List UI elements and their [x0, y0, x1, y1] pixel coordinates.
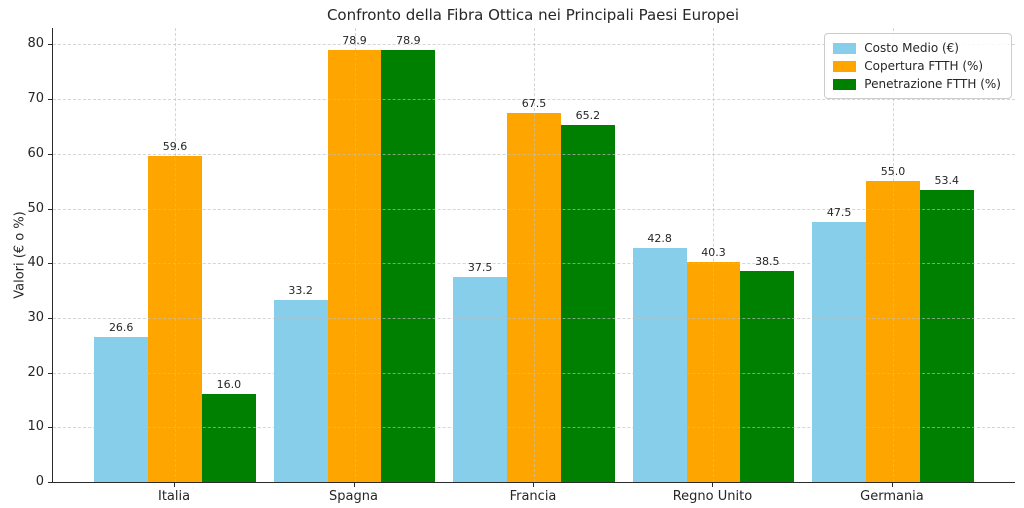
bar-value-label: 16.0: [216, 378, 242, 392]
bar: [94, 336, 149, 482]
y-tick-mark: [48, 427, 52, 429]
bar-value-label: 37.5: [467, 260, 493, 274]
y-tick-mark: [48, 372, 52, 374]
bar: [453, 276, 508, 482]
y-tick-label: 50: [27, 200, 44, 216]
x-tick-mark: [174, 483, 176, 487]
y-gridline: [53, 153, 1015, 155]
bar: [919, 189, 974, 482]
y-tick-label: 60: [27, 145, 44, 161]
x-tick-mark: [353, 483, 355, 487]
chart-title: Confronto della Fibra Ottica nei Princip…: [326, 6, 740, 24]
y-tick-mark: [48, 208, 52, 210]
bar: [560, 125, 615, 482]
bar: [866, 181, 920, 482]
bar: [327, 50, 382, 482]
y-tick-mark: [48, 99, 52, 101]
y-tick-label: 70: [27, 91, 44, 107]
legend-label: Copertura FTTH (%): [864, 59, 984, 73]
bar-value-label: 55.0: [880, 165, 906, 179]
legend-label: Costo Medio (€): [864, 41, 959, 55]
y-gridline: [53, 208, 1015, 210]
x-tick-mark: [712, 483, 714, 487]
y-tick-mark: [48, 44, 52, 46]
bar-value-label: 53.4: [934, 173, 960, 187]
x-gridline: [713, 28, 715, 482]
y-tick-mark: [48, 153, 52, 155]
bar: [686, 261, 741, 482]
y-gridline: [53, 99, 1015, 101]
legend-item: Costo Medio (€): [833, 41, 1001, 55]
legend: Costo Medio (€) Copertura FTTH (%) Penetra…: [824, 33, 1012, 99]
x-tick-label: Spagna: [329, 489, 378, 504]
x-tick-label: Francia: [509, 489, 557, 504]
x-tick-label: Regno Unito: [672, 489, 753, 504]
legend-color-swatch: [833, 60, 857, 72]
bar: [740, 271, 795, 482]
legend-label: Penetrazione FTTH (%): [864, 77, 1001, 91]
bar: [148, 156, 202, 482]
bar: [201, 394, 256, 482]
x-gridline: [534, 28, 535, 482]
x-tick-label: Germania: [860, 489, 924, 504]
y-tick-label: 40: [27, 255, 44, 271]
y-tick-mark: [48, 317, 52, 319]
y-tick-label: 0: [35, 474, 44, 489]
y-tick-label: 80: [27, 36, 44, 52]
legend-item: Penetrazione FTTH (%): [833, 77, 1001, 91]
bar: [812, 222, 867, 482]
bar-value-label: 67.5: [521, 96, 547, 110]
y-gridline: [53, 372, 1015, 374]
bar-value-label: 38.5: [755, 255, 780, 269]
x-gridline: [175, 28, 177, 482]
y-gridline: [53, 263, 1015, 265]
y-tick-mark: [48, 482, 52, 483]
y-tick-label: 10: [27, 419, 44, 435]
legend-item: Copertura FTTH (%): [833, 59, 1001, 73]
x-gridline: [354, 28, 356, 482]
bar: [273, 300, 328, 482]
y-gridline: [53, 427, 1015, 429]
bar: [381, 50, 436, 482]
y-tick-mark: [48, 263, 52, 265]
bar-value-label: 42.8: [647, 231, 672, 245]
y-axis-label: Valori (€ o %): [12, 211, 28, 299]
y-tick-label: 30: [27, 309, 44, 325]
bar: [507, 112, 561, 482]
legend-color-swatch: [833, 42, 857, 54]
y-gridline: [53, 317, 1015, 319]
bar-value-label: 59.6: [162, 139, 188, 153]
bar: [632, 247, 687, 482]
bar-value-label: 65.2: [575, 109, 601, 123]
x-tick-mark: [533, 483, 534, 487]
bar-value-label: 40.3: [701, 245, 726, 259]
legend-color-swatch: [833, 78, 857, 90]
bar-value-label: 78.9: [342, 34, 367, 48]
bar-value-label: 47.5: [826, 206, 852, 220]
bar-value-label: 33.2: [288, 284, 313, 298]
x-tick-mark: [891, 483, 893, 487]
x-tick-label: Italia: [157, 489, 191, 504]
y-tick-label: 20: [27, 364, 44, 380]
bar-value-label: 26.6: [108, 320, 134, 334]
bar-value-label: 78.9: [396, 34, 421, 48]
